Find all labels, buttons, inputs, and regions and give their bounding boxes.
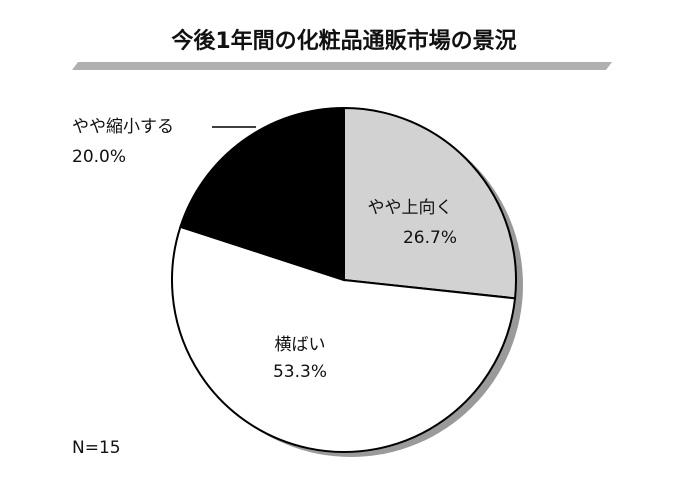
slice-label: やや上向く: [368, 198, 453, 218]
slice-label: 横ばい: [275, 335, 326, 355]
pie-slice: [343, 106, 517, 300]
value-label: 53.3%: [273, 362, 327, 382]
value-label: 26.7%: [403, 228, 457, 248]
pie-slice: [179, 106, 345, 282]
chart-title: 今後1年間の化粧品通販市場の景況: [171, 28, 516, 54]
pie-slice: [171, 225, 517, 453]
note: N=15: [72, 438, 121, 458]
title-underline: [72, 62, 612, 70]
value-label: 20.0%: [72, 147, 126, 167]
slice-label: やや縮小する: [72, 117, 174, 137]
